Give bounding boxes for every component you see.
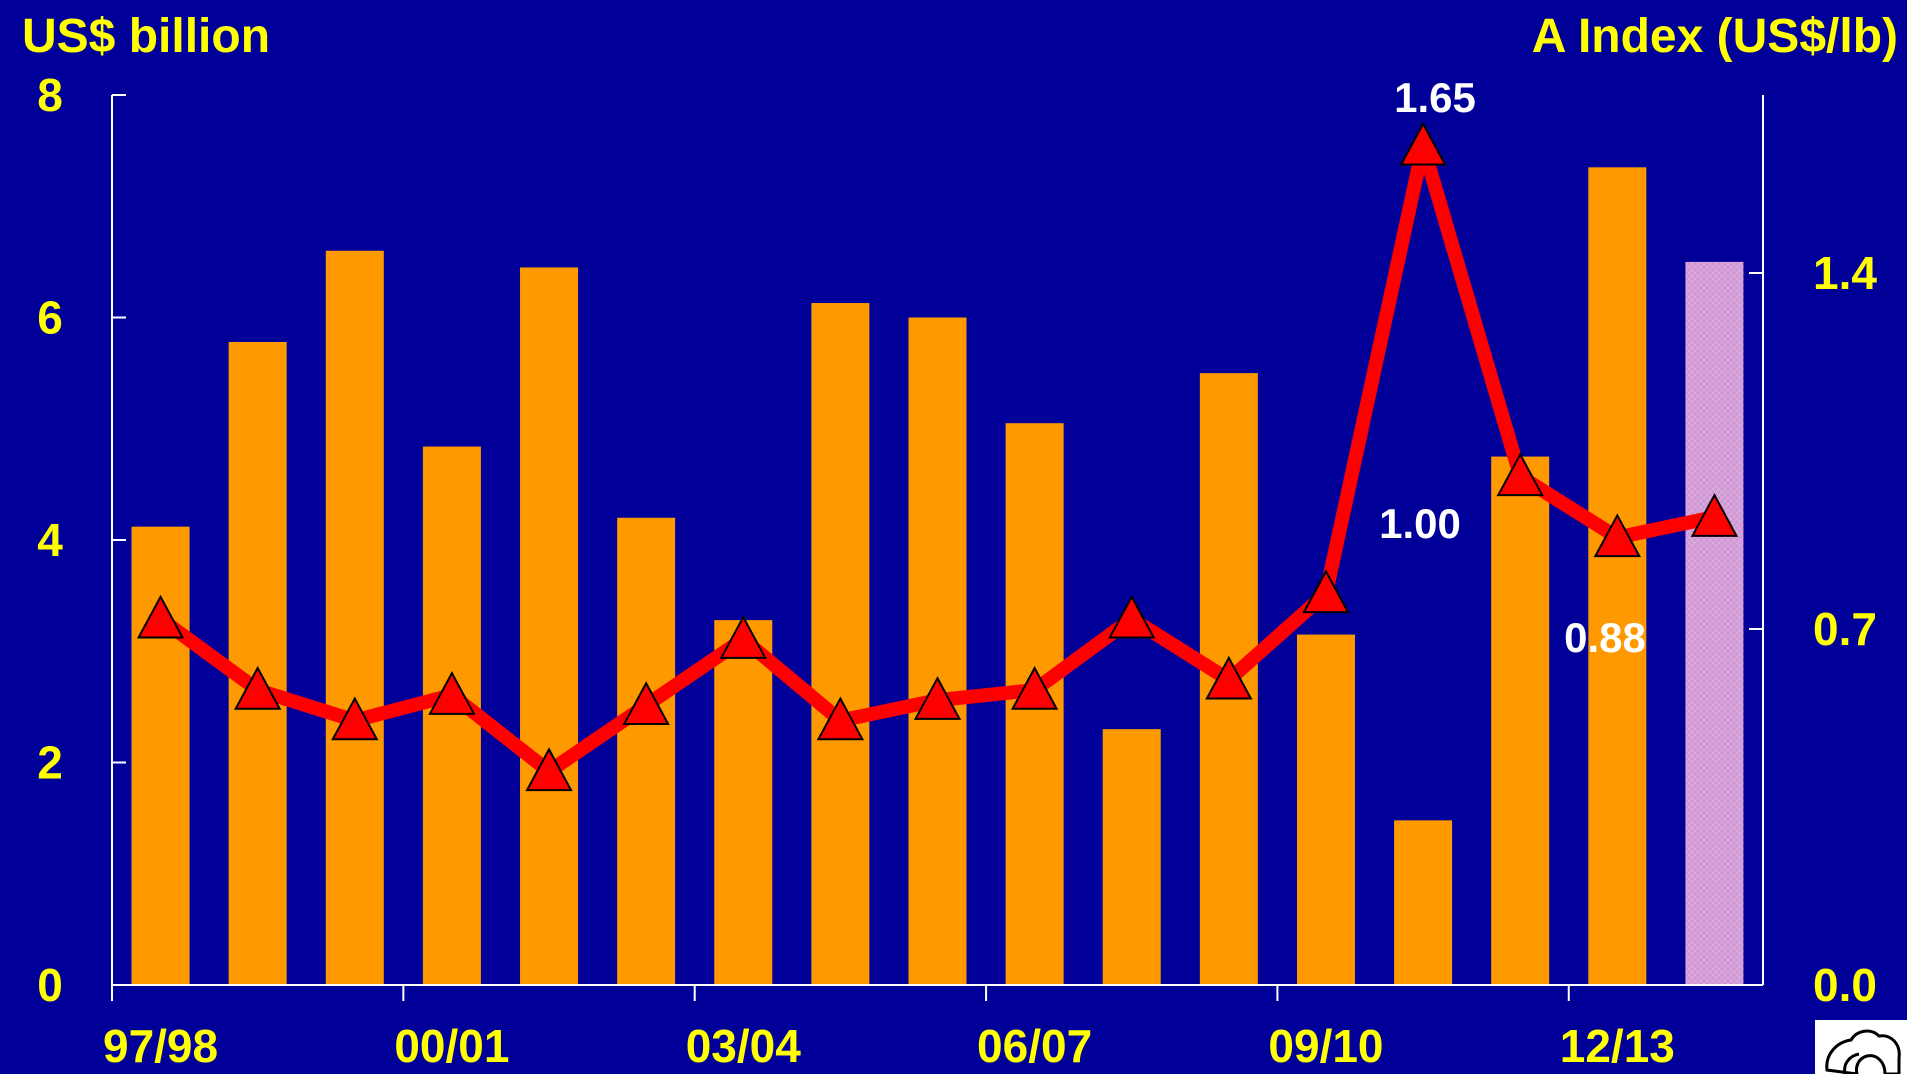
left-tick-label: 4 bbox=[37, 514, 63, 566]
bar bbox=[1394, 820, 1453, 985]
triangle-marker bbox=[1593, 513, 1642, 558]
x-tick-label: 06/07 bbox=[977, 1020, 1092, 1072]
triangle-marker bbox=[1010, 665, 1059, 710]
triangle-marker bbox=[1496, 452, 1544, 497]
annotations: 1.65 1.00 0.88 bbox=[1379, 74, 1646, 661]
left-tick-label: 0 bbox=[37, 959, 63, 1011]
bar bbox=[325, 250, 384, 985]
data-label: 1.65 bbox=[1394, 74, 1476, 121]
triangle-marker bbox=[428, 671, 476, 715]
triangle-marker bbox=[913, 676, 962, 720]
right-axis-title: A Index (US$/lb) bbox=[1532, 10, 1898, 63]
bar bbox=[714, 620, 773, 985]
bar bbox=[908, 317, 967, 985]
triangle-marker bbox=[816, 696, 865, 741]
bar bbox=[617, 517, 676, 985]
right-tick-label: 0.0 bbox=[1813, 959, 1877, 1011]
triangle-marker bbox=[1205, 655, 1253, 700]
triangle-marker bbox=[622, 681, 670, 725]
bar bbox=[811, 303, 870, 986]
triangle-marker bbox=[1302, 569, 1350, 614]
cotton-logo-icon bbox=[1815, 1020, 1907, 1074]
line-series bbox=[136, 121, 1739, 792]
left-tick-label: 8 bbox=[37, 69, 63, 121]
data-label: 0.88 bbox=[1564, 614, 1646, 661]
x-tick-label: 12/13 bbox=[1560, 1020, 1675, 1072]
x-tick-label: 03/04 bbox=[686, 1020, 802, 1072]
triangle-marker bbox=[233, 665, 282, 710]
bar-projected bbox=[1685, 261, 1744, 985]
bar bbox=[1296, 634, 1355, 985]
right-tick-label: 1.4 bbox=[1813, 247, 1877, 299]
triangle-marker bbox=[1690, 493, 1739, 537]
bar bbox=[520, 267, 579, 985]
triangle-marker bbox=[136, 594, 185, 639]
triangle-marker bbox=[1399, 121, 1447, 166]
triangle-marker bbox=[1108, 594, 1156, 639]
x-tick-label: 00/01 bbox=[394, 1020, 509, 1072]
x-tick-label: 97/98 bbox=[103, 1020, 218, 1072]
left-tick-label: 6 bbox=[37, 292, 63, 344]
axes: 0 2 4 6 8 0.0 0.7 1.4 97/98 00/01 03/04 06/07 09/10 1… bbox=[37, 69, 1877, 1072]
x-tick-label: 09/10 bbox=[1268, 1020, 1383, 1072]
data-label: 1.00 bbox=[1379, 500, 1461, 547]
right-tick-label: 0.7 bbox=[1813, 603, 1877, 655]
triangle-marker bbox=[331, 696, 379, 741]
bar-series bbox=[131, 167, 1744, 986]
triangle-marker bbox=[525, 747, 573, 792]
bar bbox=[1588, 167, 1647, 985]
bar bbox=[1491, 456, 1550, 985]
left-axis-title: US$ billion bbox=[22, 10, 270, 63]
triangle-marker bbox=[719, 615, 767, 659]
bar bbox=[1102, 729, 1161, 985]
bar bbox=[228, 341, 287, 986]
left-tick-label: 2 bbox=[37, 737, 63, 789]
